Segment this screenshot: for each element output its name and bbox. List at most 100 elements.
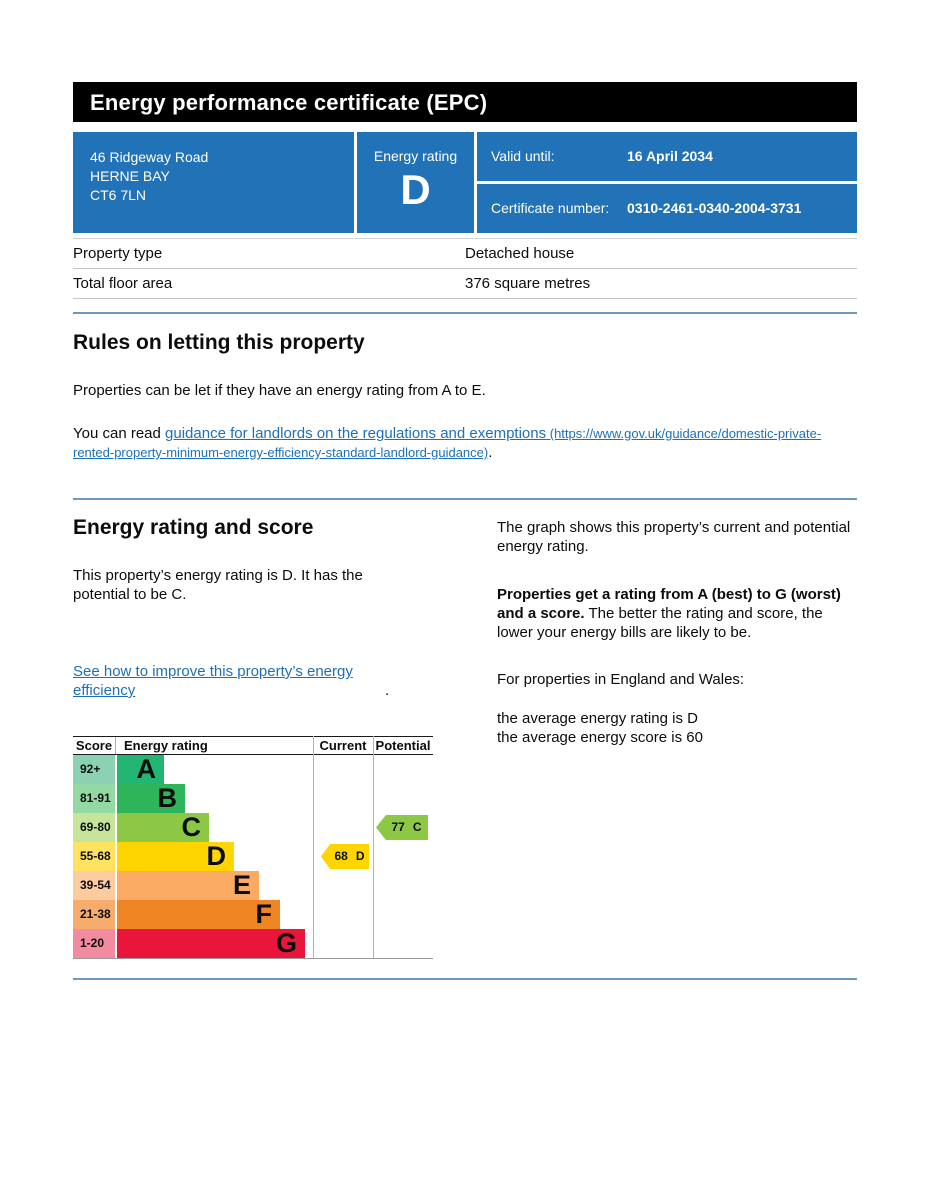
potential-score: 77 xyxy=(391,820,405,834)
property-details-table: Property type Detached house Total floor… xyxy=(73,238,857,299)
valid-until-value: 16 April 2034 xyxy=(627,148,713,164)
chart-band-row-e: 39-54 E xyxy=(73,871,433,900)
band-bar-area: A xyxy=(115,755,313,784)
band-bar-b: B xyxy=(117,784,185,813)
rules-paragraph: Properties can be let if they have an en… xyxy=(73,382,486,399)
average-score-line: the average energy score is 60 xyxy=(497,729,703,746)
address-line-1: 46 Ridgeway Road xyxy=(90,149,209,165)
band-score-label: 1-20 xyxy=(73,929,115,958)
band-letter: A xyxy=(136,754,157,784)
section-divider xyxy=(73,498,857,500)
valid-until-row: Valid until: 16 April 2034 xyxy=(477,132,857,181)
epc-chart-body: 92+ A 81-91 B 69-80 C 55-68 D 39-54 E 21-38 F 1-20 G xyxy=(73,755,433,958)
certificate-number-value: 0310-2461-0340-2004-3731 xyxy=(627,200,802,216)
chart-column-energy-rating: Energy rating xyxy=(115,737,313,754)
potential-rating-arrow: 77 C xyxy=(376,815,428,840)
epc-page: Energy performance certificate (EPC) 46 … xyxy=(73,82,857,980)
england-wales-intro: For properties in England and Wales: xyxy=(497,671,745,688)
property-type-label: Property type xyxy=(73,245,163,262)
band-letter: F xyxy=(255,899,273,929)
current-score: 68 xyxy=(334,849,348,863)
chart-band-row-f: 21-38 F xyxy=(73,900,433,929)
rules-heading: Rules on letting this property xyxy=(73,331,365,354)
chart-column-score: Score xyxy=(75,738,113,753)
energy-rating-cell: Energy rating D xyxy=(357,132,474,233)
potential-letter: C xyxy=(412,820,422,834)
rating-explanation-bold: Properties get a rating from A (best) to… xyxy=(497,586,841,622)
band-bar-area: D xyxy=(115,842,313,871)
chart-column-potential: Potential xyxy=(375,738,431,753)
band-bar-e: E xyxy=(117,871,259,900)
band-bar-c: C xyxy=(117,813,209,842)
table-row: Property type Detached house xyxy=(73,239,857,269)
band-letter: B xyxy=(157,783,178,813)
rating-heading: Energy rating and score xyxy=(73,516,314,539)
rating-right-column: The graph shows this property’s current … xyxy=(497,516,857,959)
page-title: Energy performance certificate (EPC) xyxy=(90,89,488,115)
improve-efficiency-link[interactable]: See how to improve this property’s energ… xyxy=(73,663,353,699)
band-bar-area: B xyxy=(115,784,313,813)
rules-guidance-paragraph: You can read guidance for landlords on t… xyxy=(73,424,857,462)
rating-left-column: Energy rating and score This property’s … xyxy=(73,516,433,959)
band-score-label: 39-54 xyxy=(73,871,115,900)
band-bar-area: C xyxy=(115,813,313,842)
band-bar-area: E xyxy=(115,871,313,900)
chart-band-row-g: 1-20 G xyxy=(73,929,433,958)
certificate-number-label: Certificate number: xyxy=(491,200,610,216)
band-score-label: 55-68 xyxy=(73,842,115,871)
property-type-value: Detached house xyxy=(465,245,575,262)
landlord-guidance-link[interactable]: guidance for landlords on the regulation… xyxy=(73,425,822,460)
band-letter: C xyxy=(181,812,202,842)
band-bar-area: G xyxy=(115,929,313,958)
chart-gridline xyxy=(313,736,314,958)
band-letter: D xyxy=(206,841,227,871)
section-divider xyxy=(73,312,857,314)
section-divider xyxy=(73,978,857,980)
band-bar-area: F xyxy=(115,900,313,929)
current-rating-arrow: 68 D xyxy=(321,844,369,869)
certificate-meta: Valid until: 16 April 2034 Certificate n… xyxy=(477,132,857,233)
energy-rating-section: Energy rating and score This property’s … xyxy=(73,516,857,959)
rating-summary-paragraph: This property’s energy rating is D. It h… xyxy=(73,567,363,603)
band-score-label: 21-38 xyxy=(73,900,115,929)
band-letter: E xyxy=(232,870,251,900)
epc-rating-chart: Score Energy rating Current Potential 92… xyxy=(73,736,433,959)
band-bar-f: F xyxy=(117,900,280,929)
floor-area-value: 376 square metres xyxy=(465,275,591,292)
certificate-number-row: Certificate number: 0310-2461-0340-2004-… xyxy=(477,184,857,233)
address-line-2: HERNE BAY xyxy=(90,168,170,184)
current-letter: D xyxy=(355,849,365,863)
rating-explanation-rest: The better the rating and score, the low… xyxy=(497,605,823,641)
chart-gridline xyxy=(373,736,374,958)
chart-column-current: Current xyxy=(319,738,367,753)
energy-rating-value: D xyxy=(400,166,431,213)
property-address: 46 Ridgeway Road HERNE BAY CT6 7LN xyxy=(73,132,354,233)
band-score-label: 69-80 xyxy=(73,813,115,842)
chart-band-row-a: 92+ A xyxy=(73,755,433,784)
floor-area-label: Total floor area xyxy=(73,275,173,292)
guidance-text-prefix: You can read xyxy=(73,425,166,442)
page-title-bar: Energy performance certificate (EPC) xyxy=(73,82,857,122)
band-score-label: 92+ xyxy=(73,755,115,784)
landlord-guidance-url: (https://www.gov.uk/guidance/domestic-pr… xyxy=(73,426,822,460)
chart-band-row-d: 55-68 D xyxy=(73,842,433,871)
improve-link-suffix: . xyxy=(385,682,390,699)
chart-band-row-b: 81-91 B xyxy=(73,784,433,813)
certificate-summary: 46 Ridgeway Road HERNE BAY CT6 7LN Energ… xyxy=(73,132,857,233)
rating-explanation: Properties get a rating from A (best) to… xyxy=(497,585,857,642)
energy-rating-label: Energy rating xyxy=(373,148,458,164)
guidance-text-suffix: . xyxy=(488,444,493,461)
band-bar-g: G xyxy=(117,929,305,958)
address-line-3: CT6 7LN xyxy=(90,187,147,203)
graph-description: The graph shows this property’s current … xyxy=(497,519,851,555)
band-score-label: 81-91 xyxy=(73,784,115,813)
chart-band-row-c: 69-80 C xyxy=(73,813,433,842)
valid-until-label: Valid until: xyxy=(491,148,555,164)
average-stats: the average energy rating is D the avera… xyxy=(497,709,857,747)
band-letter: G xyxy=(275,928,297,958)
band-bar-a: A xyxy=(117,755,164,784)
chart-header: Score Energy rating Current Potential xyxy=(73,736,433,755)
table-row: Total floor area 376 square metres xyxy=(73,269,857,299)
average-rating-line: the average energy rating is D xyxy=(497,710,698,727)
band-bar-d: D xyxy=(117,842,234,871)
